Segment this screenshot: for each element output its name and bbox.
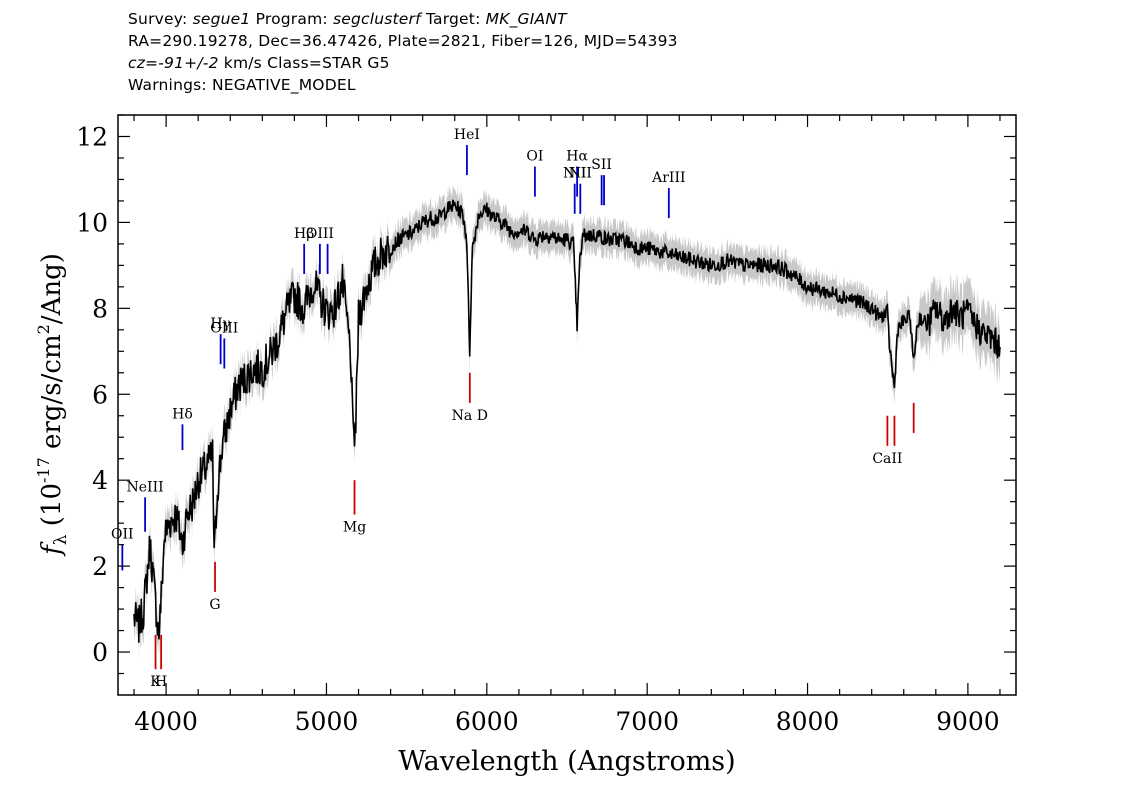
error-band-area [134, 184, 1000, 658]
line-label-HeI: HeI [454, 127, 480, 143]
survey-value: segue1 [192, 10, 251, 28]
line-label-OII: OII [111, 527, 134, 543]
y-tick-label: 0 [92, 638, 108, 667]
x-tick-label: 8000 [776, 707, 840, 736]
y-tick-label: 2 [92, 552, 108, 581]
cz-value: -91+/-2 [158, 54, 219, 72]
line-label-Na D: Na D [452, 408, 488, 424]
target-label: Target: [425, 10, 481, 28]
x-tick-label: 4000 [134, 707, 198, 736]
line-label-NII: NII [563, 166, 586, 182]
header-line-warnings: Warnings: NEGATIVE_MODEL [128, 76, 356, 94]
line-label-H: H [155, 674, 167, 690]
y-tick-label: 8 [92, 294, 108, 323]
x-tick-label: 7000 [615, 707, 679, 736]
line-label-K: K [150, 674, 161, 690]
line-label-Mg: Mg [343, 520, 366, 536]
spectral-line-markers: OIINeIIIHδHγOIIIHβOIIIHeIOINIIHαNIISIIAr… [111, 127, 915, 690]
plot-frame [117, 114, 1017, 696]
line-label-G: G [209, 597, 220, 613]
error-band [134, 184, 1000, 658]
line-label-NII: NII [569, 166, 592, 182]
line-label-Hα: Hα [566, 149, 588, 165]
y-tick-label: 10 [76, 208, 108, 237]
spectrum-line [133, 199, 1001, 643]
line-label-Hδ: Hδ [172, 406, 193, 422]
line-label-CaII: CaII [872, 451, 902, 467]
line-label-Hγ: Hγ [210, 316, 231, 332]
x-axis-label: Wavelength (Angstroms) [398, 746, 735, 777]
y-tick-label: 4 [92, 466, 108, 495]
line-label-Hβ: Hβ [294, 226, 314, 242]
line-label-OIII: OIII [210, 320, 238, 336]
plot-header: Survey: segue1 Program: segclusterf Targ… [128, 8, 1028, 96]
x-tick-label: 9000 [936, 707, 1000, 736]
survey-label: Survey: [128, 10, 188, 28]
target-value: MK_GIANT [485, 10, 567, 28]
header-line-survey: Survey: segue1 Program: segclusterf Targ… [128, 8, 1028, 30]
y-axis-label: fλ (10-17 erg/s/cm2/Ang) [34, 253, 71, 557]
line-label-SII: SII [591, 157, 612, 173]
header-line-cz: cz=-91+/-2 km/s Class=STAR G5 [128, 52, 1028, 74]
y-tick-label: 6 [92, 380, 108, 409]
cz-class: km/s Class=STAR G5 [218, 54, 390, 72]
program-value: segclusterf [332, 10, 421, 28]
header-line-coords: RA=290.19278, Dec=36.47426, Plate=2821, … [128, 32, 678, 50]
line-label-OIII: OIII [306, 226, 334, 242]
program-label: Program: [255, 10, 328, 28]
series-group [133, 199, 1001, 643]
line-label-ArIII: ArIII [651, 170, 685, 186]
cz-label: cz= [128, 54, 159, 72]
axes: 4000 5000 6000 7000 8000 9000 0 2 4 6 8 10 12 [76, 114, 1017, 736]
line-label-OI: OI [526, 149, 543, 165]
y-tick-label: 12 [76, 122, 108, 151]
x-tick-label: 5000 [295, 707, 359, 736]
x-tick-label: 6000 [455, 707, 519, 736]
line-label-NeIII: NeIII [127, 479, 164, 495]
